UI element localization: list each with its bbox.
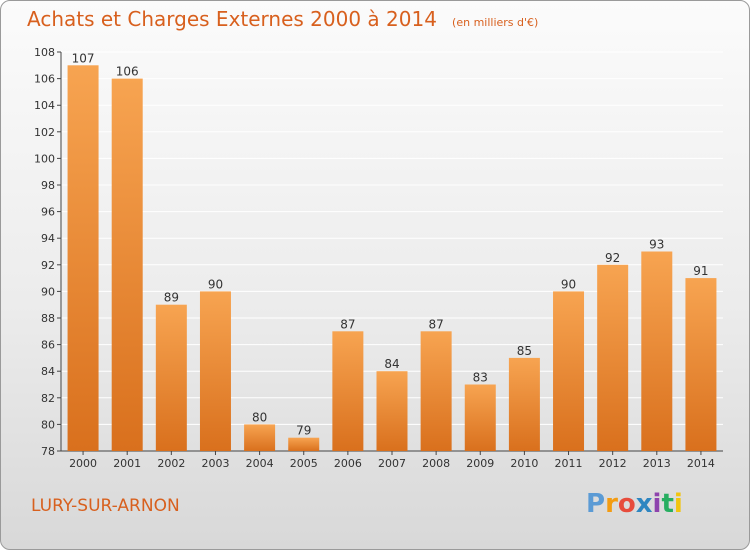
y-tick-label: 80 [41,418,55,431]
data-label: 84 [384,357,399,371]
brand-letter: i [673,489,683,519]
y-tick-label: 108 [34,46,55,59]
data-label: 106 [116,65,139,79]
brand-letter: o [617,489,636,519]
bar-2010 [508,357,540,451]
y-tick-label: 106 [34,73,55,86]
commune-name: LURY-SUR-ARNON [31,496,180,516]
bar-2014 [685,278,717,451]
y-tick-label: 88 [41,312,55,325]
proxiti-logo: Proxiti [586,489,683,519]
y-tick-label: 100 [34,152,55,165]
bar-2011 [553,291,585,451]
x-tick-label: 2009 [466,457,494,470]
bar-2009 [464,384,496,451]
brand-letter: x [635,489,653,519]
bar-2002 [155,304,187,451]
bar-2007 [376,371,408,451]
x-tick-label: 2012 [599,457,627,470]
data-label: 79 [296,424,311,438]
y-tick-label: 98 [41,179,55,192]
bar-2005 [288,437,320,451]
brand-letter: t [661,489,674,519]
x-tick-label: 2010 [510,457,538,470]
data-label: 87 [428,317,443,331]
x-tick-label: 2006 [334,457,362,470]
data-label: 85 [517,344,532,358]
bar-2012 [597,264,629,451]
bar-2001 [111,78,143,451]
data-label: 80 [252,410,267,424]
x-tick-label: 2001 [113,457,141,470]
x-tick-label: 2013 [643,457,671,470]
bars [67,65,717,452]
data-label: 92 [605,251,620,265]
data-label: 87 [340,317,355,331]
bar-2000 [67,65,99,452]
data-label: 90 [208,277,223,291]
x-tick-label: 2000 [69,457,97,470]
brand-letter: i [652,489,662,519]
y-tick-label: 78 [41,445,55,458]
y-tick-label: 104 [34,99,55,112]
chart-header: Achats et Charges Externes 2000 à 2014 (… [27,7,538,31]
bar-2004 [244,424,276,451]
data-label: 91 [693,264,708,278]
y-tick-label: 82 [41,392,55,405]
bar-2013 [641,251,673,451]
y-tick-label: 92 [41,259,55,272]
chart-unit: (en milliers d'€) [452,16,539,29]
brand-letter: P [586,489,606,519]
y-tick-label: 86 [41,339,55,352]
x-tick-label: 2011 [555,457,583,470]
bar-2008 [420,331,452,451]
y-tick-label: 102 [34,126,55,139]
bar-2003 [199,291,231,451]
data-label: 89 [164,291,179,305]
x-tick-label: 2014 [687,457,715,470]
x-tick-label: 2003 [201,457,229,470]
chart-title: Achats et Charges Externes 2000 à 2014 [27,7,437,31]
y-tick-label: 90 [41,285,55,298]
data-label: 107 [72,51,95,65]
brand-letter: r [605,489,618,519]
y-tick-label: 94 [41,232,55,245]
x-tick-label: 2007 [378,457,406,470]
data-label: 93 [649,238,664,252]
labels: 107 106 89 90 80 79 87 84 87 83 85 90 92 93 91 [72,51,709,437]
x-tick-label: 2005 [290,457,318,470]
data-label: 83 [473,371,488,385]
x-tick-label: 2004 [246,457,274,470]
x-tick-label: 2002 [157,457,185,470]
x-tick-label: 2008 [422,457,450,470]
y-tick-label: 84 [41,365,55,378]
data-label: 90 [561,277,576,291]
bar-2006 [332,331,364,451]
y-tick-label: 96 [41,206,55,219]
